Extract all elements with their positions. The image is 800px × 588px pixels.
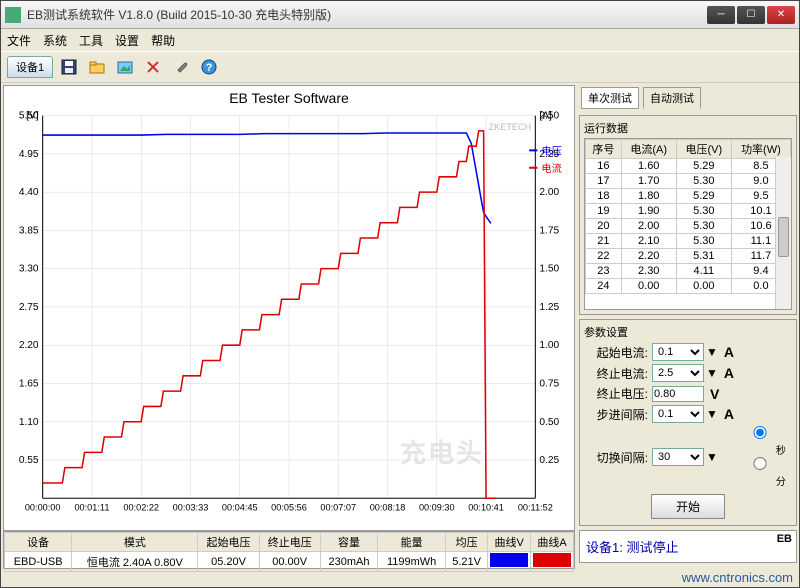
toolbar: 设备1 ? (1, 51, 799, 83)
app-window: EB测试系统软件 V1.8.0 (Build 2015-10-30 充电头特别版… (0, 0, 800, 588)
chart-area: EB Tester Software 0.55 1.10 1.65 2.20 2.75 3… (3, 85, 575, 531)
app-icon (5, 7, 21, 23)
unit-v: V (710, 386, 730, 402)
minimize-button[interactable]: ─ (707, 6, 735, 24)
run-data-table: 序号电流(A)电压(V)功率(W)161.605.298.5171.705.30… (584, 138, 792, 310)
status-text: 设备1: 测试停止 (586, 537, 790, 556)
svg-text:00:10:41: 00:10:41 (468, 502, 504, 512)
window-title: EB测试系统软件 V1.8.0 (Build 2015-10-30 充电头特别版… (27, 6, 707, 23)
time-unit-radios: 秒 分 (722, 426, 790, 488)
params-title: 参数设置 (584, 324, 792, 340)
svg-text:电压: 电压 (541, 144, 561, 157)
svg-text:1.10: 1.10 (19, 417, 39, 428)
radio-min[interactable]: 分 (722, 457, 786, 488)
menu-system[interactable]: 系统 (43, 32, 67, 49)
svg-text:4.40: 4.40 (19, 187, 39, 198)
svg-text:电流: 电流 (541, 162, 561, 175)
svg-text:1.25: 1.25 (539, 302, 559, 313)
svg-text:1.65: 1.65 (19, 379, 39, 390)
svg-text:3.85: 3.85 (19, 225, 39, 236)
content: EB Tester Software 0.55 1.10 1.65 2.20 2.75 3… (1, 83, 799, 561)
footer-link[interactable]: www.cntronics.com (682, 570, 793, 585)
chart: 0.551.101.652.202.753.303.854.404.955.50… (4, 110, 574, 530)
end-current-select[interactable]: 2.5 (652, 364, 704, 382)
eb-tag: EB (777, 533, 792, 545)
params-panel: 参数设置 起始电流:0.1▼A 终止电流:2.5▼A 终止电压:V 步进间隔:0… (579, 319, 797, 526)
menu-settings[interactable]: 设置 (115, 32, 139, 49)
svg-text:00:02:22: 00:02:22 (123, 502, 159, 512)
end-current-label: 终止电流: (584, 365, 648, 382)
svg-text:0.25: 0.25 (539, 455, 559, 466)
tool-icon[interactable] (141, 55, 165, 79)
photo-icon[interactable] (113, 55, 137, 79)
svg-text:1.50: 1.50 (539, 264, 559, 275)
svg-text:00:03:33: 00:03:33 (173, 502, 209, 512)
svg-text:1.00: 1.00 (539, 340, 559, 351)
end-voltage-input[interactable] (652, 386, 704, 402)
unit-a3: A (724, 406, 744, 422)
close-button[interactable]: ✕ (767, 6, 795, 24)
scroll-thumb[interactable] (778, 217, 789, 257)
titlebar: EB测试系统软件 V1.8.0 (Build 2015-10-30 充电头特别版… (1, 1, 799, 29)
svg-text:?: ? (206, 62, 213, 74)
svg-text:0.50: 0.50 (539, 417, 559, 428)
open-icon[interactable] (85, 55, 109, 79)
svg-text:4.95: 4.95 (19, 149, 39, 160)
end-voltage-label: 终止电压: (584, 385, 648, 402)
svg-text:1.75: 1.75 (539, 225, 559, 236)
scrollbar[interactable] (775, 157, 791, 309)
menu-tools[interactable]: 工具 (79, 32, 103, 49)
left-pane: EB Tester Software 0.55 1.10 1.65 2.20 2.75 3… (1, 83, 577, 561)
menubar: 文件 系统 工具 设置 帮助 (1, 29, 799, 51)
svg-text:00:08:18: 00:08:18 (370, 502, 406, 512)
svg-text:ZKETECH: ZKETECH (489, 122, 532, 132)
device-tab[interactable]: 设备1 (7, 56, 53, 78)
svg-text:0.55: 0.55 (19, 455, 39, 466)
right-pane: 单次测试 自动测试 运行数据 序号电流(A)电压(V)功率(W)161.605.… (577, 83, 799, 561)
right-tabs: 单次测试 自动测试 (579, 85, 797, 111)
status-box: EB 设备1: 测试停止 (579, 530, 797, 563)
unit-a: A (724, 344, 744, 360)
svg-text:00:07:07: 00:07:07 (320, 502, 356, 512)
tab-auto[interactable]: 自动测试 (643, 87, 701, 109)
window-buttons: ─ ☐ ✕ (707, 6, 795, 24)
svg-text:00:00:00: 00:00:00 (25, 502, 61, 512)
summary-table: 设备模式起始电压终止电压容量能量均压曲线V曲线AEBD-USB恒电流 2.40A… (3, 531, 575, 569)
save-icon[interactable] (57, 55, 81, 79)
switch-interval-label: 切换间隔: (584, 449, 648, 466)
menu-file[interactable]: 文件 (7, 32, 31, 49)
maximize-button[interactable]: ☐ (737, 6, 765, 24)
svg-text:00:05:56: 00:05:56 (271, 502, 307, 512)
svg-text:00:04:45: 00:04:45 (222, 502, 258, 512)
help-icon[interactable]: ? (197, 55, 221, 79)
svg-text:2.00: 2.00 (539, 187, 559, 198)
run-data-title: 运行数据 (584, 120, 792, 136)
unit-a2: A (724, 365, 744, 381)
switch-interval-select[interactable]: 30 (652, 448, 704, 466)
menu-help[interactable]: 帮助 (151, 32, 175, 49)
svg-text:00:01:11: 00:01:11 (74, 502, 109, 512)
start-button[interactable]: 开始 (651, 494, 725, 519)
svg-text:0.75: 0.75 (539, 379, 559, 390)
start-current-label: 起始电流: (584, 344, 648, 361)
step-interval-label: 步进间隔: (584, 406, 648, 423)
start-current-select[interactable]: 0.1 (652, 343, 704, 361)
tab-single[interactable]: 单次测试 (581, 87, 639, 109)
svg-text:[A]: [A] (539, 111, 552, 122)
svg-text:00:11:52: 00:11:52 (518, 502, 553, 512)
run-data-panel: 运行数据 序号电流(A)电压(V)功率(W)161.605.298.5171.7… (579, 115, 797, 315)
radio-sec[interactable]: 秒 (722, 426, 786, 457)
svg-text:2.75: 2.75 (19, 302, 39, 313)
svg-text:2.20: 2.20 (19, 340, 39, 351)
svg-text:3.30: 3.30 (19, 264, 39, 275)
step-interval-select[interactable]: 0.1 (652, 405, 704, 423)
svg-text:00:09:30: 00:09:30 (419, 502, 455, 512)
wrench-icon[interactable] (169, 55, 193, 79)
svg-text:[V]: [V] (26, 111, 39, 122)
chart-title: EB Tester Software (4, 86, 574, 110)
